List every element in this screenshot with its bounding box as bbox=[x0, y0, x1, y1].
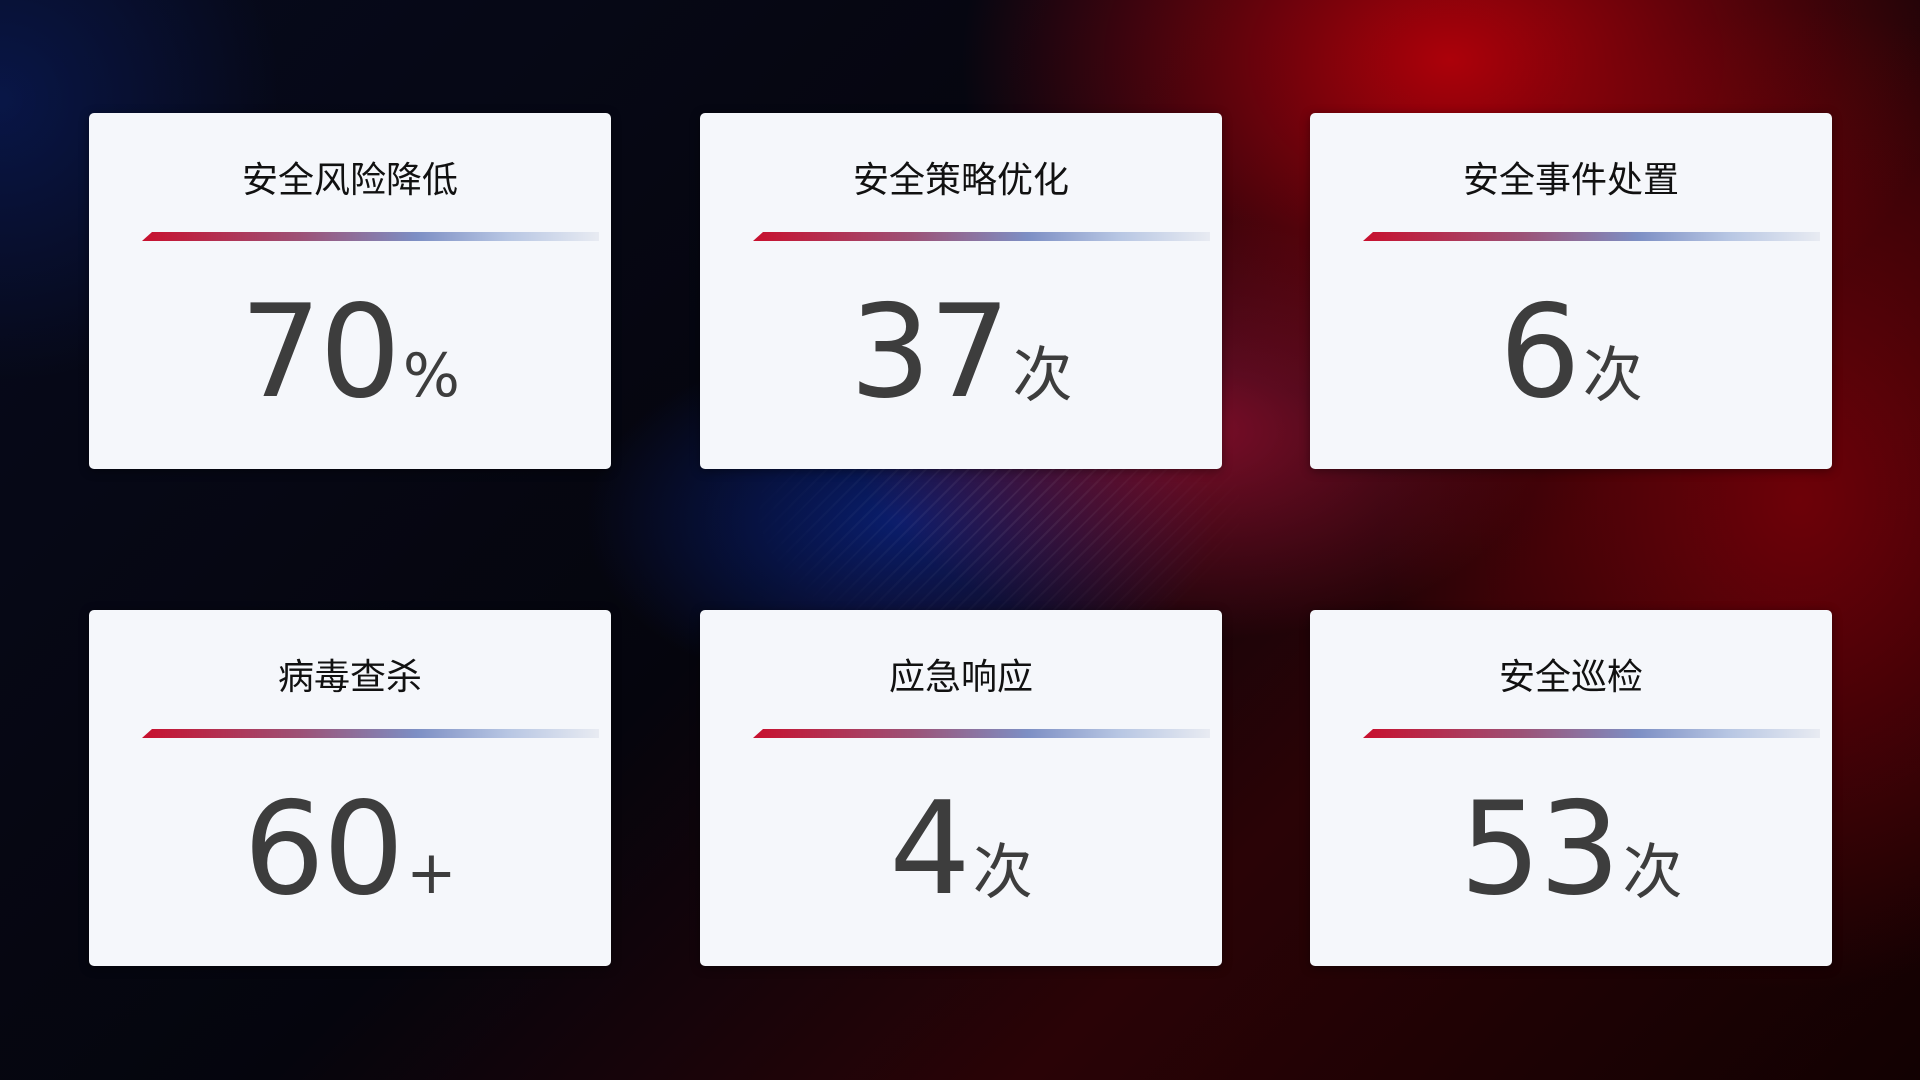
stat-card: 安全事件处置 6次 bbox=[1310, 113, 1832, 469]
stat-title: 病毒查杀 bbox=[277, 657, 422, 698]
stat-card: 安全风险降低 70% bbox=[89, 113, 611, 469]
stat-title: 应急响应 bbox=[888, 657, 1033, 698]
stat-value: 60+ bbox=[89, 775, 611, 924]
stat-value: 6次 bbox=[1310, 278, 1832, 427]
stat-card: 病毒查杀 60+ bbox=[89, 610, 611, 966]
stat-number: 6 bbox=[1499, 278, 1580, 427]
stat-number: 70 bbox=[240, 278, 401, 427]
stat-unit: 次 bbox=[1582, 341, 1643, 411]
stat-title: 安全巡检 bbox=[1498, 657, 1643, 698]
stat-unit: 次 bbox=[1012, 341, 1073, 411]
stat-unit: 次 bbox=[972, 838, 1033, 908]
stat-card: 应急响应 4次 bbox=[700, 610, 1222, 966]
stat-number: 53 bbox=[1459, 775, 1621, 924]
stat-value: 70% bbox=[89, 278, 611, 427]
stat-value: 53次 bbox=[1310, 775, 1832, 924]
gradient-divider bbox=[753, 232, 1210, 241]
stat-title: 安全事件处置 bbox=[1462, 160, 1679, 201]
gradient-divider bbox=[1363, 729, 1820, 738]
gradient-divider bbox=[142, 232, 599, 241]
stat-number: 60 bbox=[243, 775, 404, 924]
stat-unit: + bbox=[406, 838, 457, 908]
stat-unit: % bbox=[402, 341, 460, 411]
stat-title: 安全风险降低 bbox=[241, 160, 458, 201]
gradient-divider bbox=[1363, 232, 1820, 241]
stat-title: 安全策略优化 bbox=[852, 160, 1069, 201]
gradient-divider bbox=[142, 729, 599, 738]
gradient-divider bbox=[753, 729, 1210, 738]
stat-unit: 次 bbox=[1622, 838, 1683, 908]
stat-number: 37 bbox=[849, 278, 1011, 427]
stat-value: 4次 bbox=[700, 775, 1222, 924]
stat-card: 安全策略优化 37次 bbox=[700, 113, 1222, 469]
stat-number: 4 bbox=[889, 775, 970, 924]
stat-card: 安全巡检 53次 bbox=[1310, 610, 1832, 966]
stat-value: 37次 bbox=[700, 278, 1222, 427]
